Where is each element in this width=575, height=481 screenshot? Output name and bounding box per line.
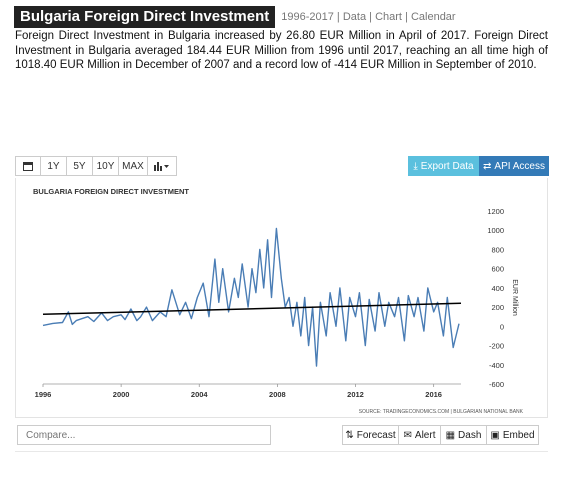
- data-link[interactable]: Data: [342, 11, 367, 23]
- x-tick-label: 2008: [269, 390, 286, 399]
- chart-toolbar: 1Y 5Y 10Y MAX: [15, 156, 177, 176]
- calendar-button[interactable]: [15, 156, 41, 176]
- embed-label: Embed: [502, 429, 535, 441]
- y-tick-label: -600: [489, 380, 504, 389]
- bar-chart-icon: [154, 162, 169, 171]
- series-line-fdi: [42, 227, 460, 367]
- y-tick-label: 200: [491, 303, 504, 312]
- y-tick-label: -400: [489, 361, 504, 370]
- x-tick-label: 2012: [347, 390, 364, 399]
- export-data-button[interactable]: ⤓ Export Data: [408, 156, 479, 176]
- download-icon: ⤓: [413, 160, 418, 172]
- y-tick-label: 600: [491, 265, 504, 274]
- x-tick-label: 2000: [113, 390, 130, 399]
- export-label: Export Data: [420, 160, 474, 172]
- divider: [15, 451, 548, 452]
- chart-panel: BULGARIA FOREIGN DIRECT INVESTMENT 1200 1…: [15, 178, 548, 418]
- y-tick-label: 0: [500, 322, 504, 331]
- chart-type-button[interactable]: [147, 156, 177, 176]
- x-tick-label: 1996: [35, 390, 52, 399]
- range-text: 1996-2017: [281, 11, 334, 23]
- dash-label: Dash: [458, 429, 482, 441]
- chart-source: SOURCE: TRADINGECONOMICS.COM | BULGARIAN…: [359, 409, 524, 415]
- calendar-link[interactable]: Calendar: [410, 11, 456, 23]
- x-tick-label: 2016: [425, 390, 442, 399]
- forecast-label: Forecast: [356, 429, 396, 441]
- y-tick-label: -200: [489, 342, 504, 351]
- chart-link[interactable]: Chart: [375, 11, 402, 23]
- alert-icon: ✉: [403, 429, 412, 441]
- embed-button[interactable]: ▣ Embed: [486, 425, 539, 445]
- y-tick-label: 800: [491, 245, 504, 254]
- range-max-button[interactable]: MAX: [118, 156, 148, 176]
- calendar-icon: [23, 162, 33, 171]
- y-tick-label: 400: [491, 284, 504, 293]
- api-label: API Access: [494, 160, 545, 172]
- x-tick-label: 2004: [191, 390, 209, 399]
- page-title: Bulgaria Foreign Direct Investment: [14, 6, 276, 28]
- forecast-button[interactable]: ⇅ Forecast: [342, 425, 399, 445]
- shuffle-icon: ⇄: [483, 160, 492, 172]
- y-tick-label: 1200: [487, 207, 504, 216]
- dash-icon: ▦: [445, 429, 456, 441]
- range-5y-button[interactable]: 5Y: [66, 156, 93, 176]
- title-links: 1996-2017 | Data | Chart | Calendar: [281, 11, 456, 23]
- title-row: Bulgaria Foreign Direct Investment 1996-…: [14, 6, 456, 28]
- y-tick-label: 1000: [487, 226, 504, 235]
- series-line-trend: [42, 302, 462, 316]
- alert-label: Alert: [414, 429, 436, 441]
- description: Foreign Direct Investment in Bulgaria in…: [15, 30, 548, 71]
- dash-button[interactable]: ▦ Dash: [440, 425, 487, 445]
- chart-svg: BULGARIA FOREIGN DIRECT INVESTMENT 1200 1…: [33, 187, 524, 415]
- toolbar-right: ⤓ Export Data ⇄ API Access: [408, 156, 549, 176]
- chart-title: BULGARIA FOREIGN DIRECT INVESTMENT: [33, 187, 189, 196]
- alert-button[interactable]: ✉ Alert: [398, 425, 441, 445]
- forecast-icon: ⇅: [345, 429, 354, 441]
- y-axis-label: EUR Million: [511, 279, 518, 316]
- bottom-buttons: ⇅ Forecast ✉ Alert ▦ Dash ▣ Embed: [342, 425, 539, 445]
- range-1y-button[interactable]: 1Y: [40, 156, 67, 176]
- range-10y-button[interactable]: 10Y: [92, 156, 119, 176]
- api-access-button[interactable]: ⇄ API Access: [479, 156, 549, 176]
- embed-icon: ▣: [490, 429, 500, 441]
- compare-input[interactable]: [17, 425, 271, 445]
